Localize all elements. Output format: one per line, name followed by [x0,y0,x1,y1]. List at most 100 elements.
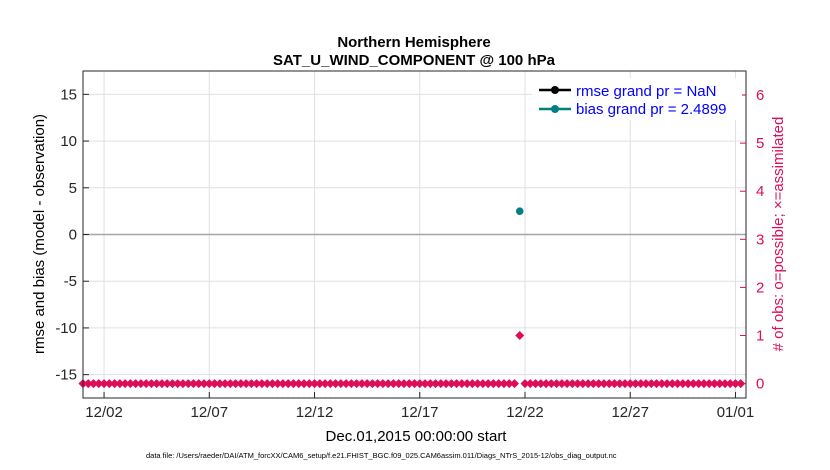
obs-count-marker [557,379,567,389]
obs-count-marker [320,379,330,389]
obs-count-marker [441,379,451,389]
obs-count-marker [278,379,288,389]
obs-count-marker [325,379,335,389]
obs-count-marker [694,379,704,389]
obs-count-marker [236,379,246,389]
legend-marker-bias [551,105,559,113]
obs-count-marker [315,379,325,389]
x-axis-label: Dec.01,2015 00:00:00 start [326,428,508,445]
obs-count-marker [720,379,730,389]
obs-count-marker [667,379,677,389]
obs-count-marker [483,379,493,389]
obs-count-marker [594,379,604,389]
obs-count-marker [125,379,135,389]
obs-count-marker [599,379,609,389]
obs-count-marker [267,379,277,389]
obs-count-marker [425,379,435,389]
obs-count-marker [631,379,640,389]
right-y-tick-label: 3 [756,231,764,248]
obs-count-marker [346,379,356,389]
obs-count-marker [588,379,598,389]
right-y-tick-label: 0 [756,376,764,393]
obs-count-marker [725,379,735,389]
obs-count-marker [431,379,441,389]
obs-count-marker [609,379,619,389]
obs-count-marker-assimilated [515,330,525,340]
left-y-tick-label: 0 [69,227,77,244]
legend-box [532,78,742,120]
obs-count-marker [620,379,630,389]
data-file-footnote: data file: /Users/raeder/DAI/ATM_forcXX/… [146,451,617,460]
obs-count-marker [730,379,740,389]
obs-count-marker [499,379,509,389]
obs-count-marker [494,379,504,389]
obs-count-marker [173,379,183,389]
left-y-tick-label: 10 [60,133,77,150]
obs-count-marker [378,379,388,389]
obs-count-marker [357,379,367,389]
left-axis-ticks: 15 10 5 0 -5 -10 -15 [55,86,89,384]
x-tick-label: 12/27 [611,404,649,421]
obs-count-marker [241,379,251,389]
obs-count-marker [688,379,698,389]
obs-count-marker [178,379,188,389]
legend: rmse grand pr = NaN bias grand pr = 2.48… [532,78,742,120]
obs-count-marker [573,379,583,389]
obs-count-marker [652,379,662,389]
obs-count-marker [262,379,272,389]
obs-count-marker [699,379,709,389]
obs-count-marker [657,379,667,389]
obs-count-marker [146,379,156,389]
obs-count-marker [167,379,177,389]
obs-count-marker [531,379,541,389]
obs-count-marker [715,379,725,389]
obs-count-marker [362,379,372,389]
obs-count-marker [136,379,146,389]
obs-count-marker [367,379,377,389]
obs-count-marker [636,379,646,389]
left-y-tick-label: -5 [64,273,77,290]
x-tick-label: 12/07 [191,404,229,421]
series-markers [515,207,524,216]
obs-count-marker [294,379,304,389]
obs-count-marker [189,379,198,389]
obs-count-marker [204,379,214,389]
obs-count-marker [194,379,204,389]
obs-count-marker [436,379,446,389]
obs-count-marker [273,379,283,389]
right-y-tick-label: 2 [756,279,764,296]
obs-count-marker [183,379,193,389]
obs-count-marker [615,379,625,389]
x-tick-label: 12/02 [85,404,123,421]
obs-count-marker [473,379,483,389]
obs-count-marker [641,379,651,389]
obs-count-marker [257,379,267,389]
obs-count-marker [99,379,109,389]
obs-count-marker [225,379,235,389]
obs-count-marker [709,379,719,389]
obs-count-marker [310,379,320,389]
x-tick-label: 01/01 [717,404,755,421]
obs-count-marker [509,379,519,389]
obs-count-marker [352,379,362,389]
obs-count-markers [78,330,746,389]
obs-count-marker [157,379,167,389]
left-y-axis-label: rmse and bias (model - observation) [31,114,48,354]
obs-count-marker [89,379,99,389]
obs-count-marker [162,379,172,389]
obs-count-marker [504,379,514,389]
obs-count-marker [683,379,693,389]
x-tick-label: 12/22 [506,404,544,421]
obs-count-marker [488,379,498,389]
obs-count-marker [562,379,572,389]
obs-count-marker [252,379,262,389]
obs-count-marker [383,379,393,389]
x-tick-label: 12/17 [401,404,439,421]
legend-marker-rmse [551,86,559,94]
obs-count-marker [520,379,530,389]
obs-count-marker [536,379,546,389]
obs-count-marker [131,379,141,389]
x-tick-label: 12/12 [296,404,334,421]
obs-count-marker [283,379,293,389]
